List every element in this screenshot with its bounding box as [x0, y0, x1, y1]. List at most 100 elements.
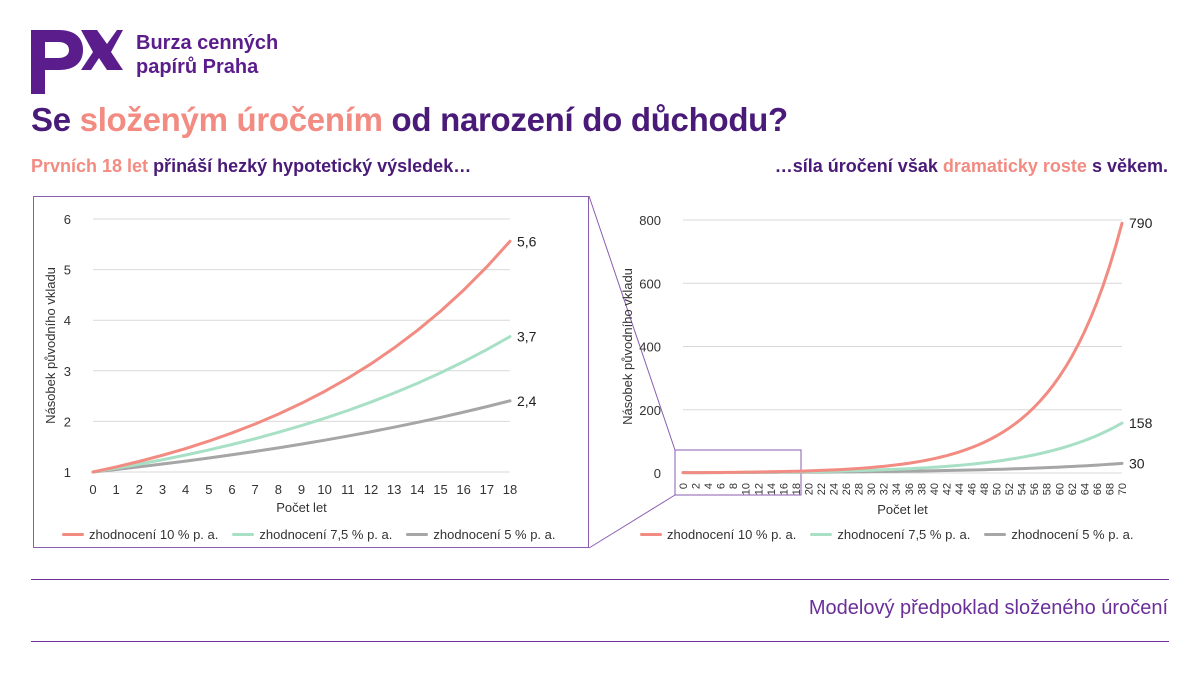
- x-tick-label: 7: [252, 482, 259, 497]
- series-line: [91, 335, 512, 474]
- subtitle-right: …síla úročení však dramaticky roste s vě…: [775, 156, 1168, 177]
- x-tick-label: 8: [275, 482, 282, 497]
- x-tick-label: 28: [854, 483, 866, 495]
- y-axis-title: Násobek původního vkladu: [620, 268, 635, 425]
- legend-swatch: [406, 533, 429, 536]
- x-tick-label: 0: [678, 483, 690, 489]
- x-tick-label: 0: [89, 482, 96, 497]
- x-tick-label: 26: [841, 483, 853, 495]
- x-tick-label: 6: [228, 482, 235, 497]
- right-chart-legend: zhodnocení 10 % p. a. zhodnocení 7,5 % p.…: [640, 527, 1134, 542]
- end-value-label: 2,4: [517, 393, 537, 409]
- footer-caption: Modelový předpoklad složeného úročení: [808, 597, 1168, 619]
- x-tick-label: 9: [298, 482, 305, 497]
- px-logo-icon: [31, 30, 123, 94]
- series-line: [91, 399, 512, 474]
- x-tick-label: 6: [716, 483, 728, 489]
- x-tick-label: 10: [317, 482, 331, 497]
- x-tick-label: 44: [954, 483, 966, 495]
- title-highlight: složeným úročením: [79, 101, 383, 138]
- x-tick-label: 70: [1117, 483, 1129, 495]
- page-title: Se složeným úročením od narození do důch…: [31, 101, 788, 139]
- x-tick-label: 32: [879, 483, 891, 495]
- subtitle-right-highlight: dramaticky roste: [942, 156, 1087, 176]
- legend-item: zhodnocení 7,5 % p. a.: [810, 527, 970, 542]
- x-tick-label: 52: [1004, 483, 1016, 495]
- end-value-label: 5,6: [517, 233, 537, 249]
- x-tick-label: 56: [1029, 483, 1041, 495]
- x-tick-label: 8: [728, 483, 740, 489]
- y-axis-title: Násobek původního vkladu: [43, 267, 58, 424]
- x-tick-label: 48: [979, 483, 991, 495]
- divider-top: [31, 579, 1169, 580]
- x-tick-label: 46: [966, 483, 978, 495]
- brand-name: Burza cenných papírů Praha: [136, 31, 278, 79]
- x-tick-label: 36: [904, 483, 916, 495]
- x-tick-label: 17: [480, 482, 494, 497]
- x-tick-label: 5: [205, 482, 212, 497]
- x-tick-label: 34: [891, 483, 903, 495]
- legend-swatch: [62, 533, 84, 536]
- x-tick-label: 66: [1092, 483, 1104, 495]
- y-tick-label: 3: [64, 364, 71, 379]
- end-value-label: 3,7: [517, 329, 537, 345]
- legend-swatch: [810, 533, 833, 536]
- end-value-label: 30: [1129, 455, 1145, 471]
- y-tick-label: 5: [64, 263, 71, 278]
- series-line: [91, 239, 512, 474]
- legend-label: zhodnocení 10 % p. a.: [89, 527, 219, 542]
- legend-item: zhodnocení 7,5 % p. a.: [232, 527, 392, 542]
- brand-name-line1: Burza cenných: [136, 32, 279, 54]
- left-chart-frame: [33, 196, 589, 548]
- subtitle-left: Prvních 18 let přináší hezký hypotetický…: [31, 156, 471, 177]
- x-tick-label: 38: [916, 483, 928, 495]
- x-tick-label: 16: [456, 482, 470, 497]
- legend-item: zhodnocení 5 % p. a.: [406, 527, 556, 542]
- legend-label: zhodnocení 7,5 % p. a.: [259, 527, 393, 542]
- x-tick-label: 40: [929, 483, 941, 495]
- legend-item: zhodnocení 10 % p. a.: [640, 527, 796, 542]
- legend-swatch: [232, 533, 255, 536]
- y-tick-label: 1: [64, 465, 71, 480]
- y-tick-label: 4: [64, 313, 71, 328]
- x-tick-label: 13: [387, 482, 401, 497]
- x-axis-title: Počet let: [877, 502, 928, 517]
- subtitle-right-part1: …síla úročení však: [774, 156, 943, 176]
- y-tick-label: 6: [64, 212, 71, 227]
- legend-item: zhodnocení 5 % p. a.: [984, 527, 1134, 542]
- x-tick-label: 50: [992, 483, 1004, 495]
- x-tick-label: 16: [778, 483, 790, 495]
- left-chart-legend: zhodnocení 10 % p. a. zhodnocení 7,5 % p.…: [62, 527, 556, 542]
- legend-swatch: [640, 533, 662, 536]
- legend-label: zhodnocení 5 % p. a.: [1011, 527, 1134, 542]
- subtitle-right-part2: s věkem.: [1086, 156, 1168, 176]
- end-value-label: 158: [1129, 415, 1153, 431]
- x-tick-label: 60: [1054, 483, 1066, 495]
- x-tick-label: 18: [791, 483, 803, 495]
- x-tick-label: 14: [410, 482, 424, 497]
- x-tick-label: 30: [866, 483, 878, 495]
- x-tick-label: 12: [753, 483, 765, 495]
- x-tick-label: 42: [941, 483, 953, 495]
- subtitle-left-highlight: Prvních 18 let: [31, 156, 149, 176]
- title-part1: Se: [31, 101, 80, 138]
- x-tick-label: 4: [182, 482, 189, 497]
- series-line: [681, 221, 1124, 475]
- x-tick-label: 2: [136, 482, 143, 497]
- x-tick-label: 14: [766, 483, 778, 495]
- x-tick-label: 62: [1067, 483, 1079, 495]
- subtitle-left-rest: přináší hezký hypotetický výsledek…: [148, 156, 472, 176]
- x-tick-label: 11: [341, 482, 355, 497]
- y-tick-label: 200: [639, 403, 661, 418]
- title-part2: od narození do důchodu?: [382, 101, 789, 138]
- end-value-label: 790: [1129, 215, 1153, 231]
- x-tick-label: 58: [1042, 483, 1054, 495]
- x-tick-label: 1: [113, 482, 120, 497]
- divider-bottom: [31, 641, 1169, 642]
- x-tick-label: 2: [691, 483, 703, 489]
- x-tick-label: 3: [159, 482, 166, 497]
- x-tick-label: 24: [829, 483, 841, 495]
- x-axis-title: Počet let: [276, 500, 327, 515]
